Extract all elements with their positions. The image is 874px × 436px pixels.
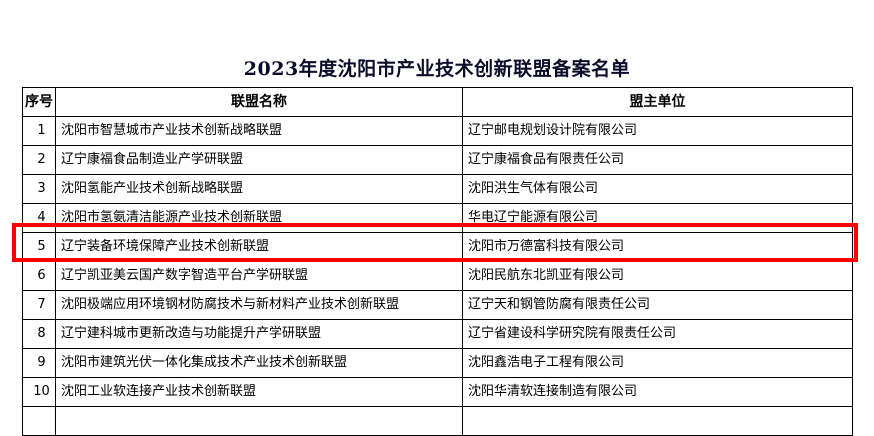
cell-index: 2 (22, 145, 56, 175)
table-row: 8 辽宁建科城市更新改造与功能提升产学研联盟 辽宁省建设科学研究院有限责任公司 (22, 319, 853, 349)
cell-lead-organization: 沈阳洪生气体有限公司 (462, 174, 853, 204)
cell-alliance-name: 辽宁装备环境保障产业技术创新联盟 (55, 232, 463, 262)
cell-lead-organization: 沈阳华清软连接制造有限公司 (462, 377, 853, 407)
cell-alliance-name: 沈阳极端应用环境钢材防腐技术与新材料产业技术创新联盟 (55, 290, 463, 320)
cell-alliance-name: 辽宁康福食品制造业产学研联盟 (55, 145, 463, 175)
table-row: 7 沈阳极端应用环境钢材防腐技术与新材料产业技术创新联盟 辽宁天和钢管防腐有限责… (22, 290, 853, 320)
cell-alliance-name: 沈阳市氢氨清洁能源产业技术创新联盟 (55, 203, 463, 233)
cell-lead-organization: 辽宁天和钢管防腐有限责任公司 (462, 290, 853, 320)
cell-index: 1 (22, 116, 56, 146)
alliance-listing-table: 序号 联盟名称 盟主单位 1 沈阳市智慧城市产业技术创新战略联盟 辽宁邮电规划设… (22, 87, 853, 436)
cell-index: 8 (22, 319, 56, 349)
cell-index (22, 406, 56, 436)
cell-lead-organization: 沈阳鑫浩电子工程有限公司 (462, 348, 853, 378)
cell-index: 10 (22, 377, 56, 407)
cell-lead-organization (462, 406, 853, 436)
table-row-highlighted: 5 辽宁装备环境保障产业技术创新联盟 沈阳市万德富科技有限公司 (22, 232, 853, 262)
cell-alliance-name: 沈阳工业软连接产业技术创新联盟 (55, 377, 463, 407)
table-body: 1 沈阳市智慧城市产业技术创新战略联盟 辽宁邮电规划设计院有限公司 2 辽宁康福… (22, 116, 853, 436)
cell-lead-organization: 辽宁康福食品有限责任公司 (462, 145, 853, 175)
table-row: 2 辽宁康福食品制造业产学研联盟 辽宁康福食品有限责任公司 (22, 145, 853, 175)
table-row: 1 沈阳市智慧城市产业技术创新战略联盟 辽宁邮电规划设计院有限公司 (22, 116, 853, 146)
listing-table-container: 序号 联盟名称 盟主单位 1 沈阳市智慧城市产业技术创新战略联盟 辽宁邮电规划设… (22, 87, 853, 436)
page-title: 2023年度沈阳市产业技术创新联盟备案名单 (243, 58, 631, 80)
table-row: 10 沈阳工业软连接产业技术创新联盟 沈阳华清软连接制造有限公司 (22, 377, 853, 407)
cell-lead-organization: 沈阳市万德富科技有限公司 (462, 232, 853, 262)
cell-index: 5 (22, 232, 56, 262)
cell-lead-organization: 华电辽宁能源有限公司 (462, 203, 853, 233)
table-row: 3 沈阳氢能产业技术创新战略联盟 沈阳洪生气体有限公司 (22, 174, 853, 204)
cell-index: 6 (22, 261, 56, 291)
document-page: 2023年度沈阳市产业技术创新联盟备案名单 序号 联盟名称 盟主单位 1 沈阳市… (12, 58, 858, 436)
cell-index: 7 (22, 290, 56, 320)
column-header-alliance-name: 联盟名称 (55, 87, 463, 117)
table-header: 序号 联盟名称 盟主单位 (22, 87, 853, 117)
table-row: 4 沈阳市氢氨清洁能源产业技术创新联盟 华电辽宁能源有限公司 (22, 203, 853, 233)
cell-index: 9 (22, 348, 56, 378)
cell-alliance-name: 沈阳市建筑光伏一体化集成技术产业技术创新联盟 (55, 348, 463, 378)
column-header-index: 序号 (22, 87, 56, 117)
table-header-row: 序号 联盟名称 盟主单位 (22, 87, 853, 117)
cell-alliance-name: 辽宁建科城市更新改造与功能提升产学研联盟 (55, 319, 463, 349)
cell-lead-organization: 辽宁邮电规划设计院有限公司 (462, 116, 853, 146)
cell-alliance-name (55, 406, 463, 436)
table-row: 6 辽宁凯亚美云国产数字智造平台产学研联盟 沈阳民航东北凯亚有限公司 (22, 261, 853, 291)
cell-lead-organization: 沈阳民航东北凯亚有限公司 (462, 261, 853, 291)
column-header-lead-organization: 盟主单位 (462, 87, 853, 117)
cell-alliance-name: 沈阳氢能产业技术创新战略联盟 (55, 174, 463, 204)
cell-alliance-name: 辽宁凯亚美云国产数字智造平台产学研联盟 (55, 261, 463, 291)
cell-alliance-name: 沈阳市智慧城市产业技术创新战略联盟 (55, 116, 463, 146)
table-row: 9 沈阳市建筑光伏一体化集成技术产业技术创新联盟 沈阳鑫浩电子工程有限公司 (22, 348, 853, 378)
cell-index: 4 (22, 203, 56, 233)
cell-index: 3 (22, 174, 56, 204)
cell-lead-organization: 辽宁省建设科学研究院有限责任公司 (462, 319, 853, 349)
table-row-clipped (22, 406, 853, 436)
